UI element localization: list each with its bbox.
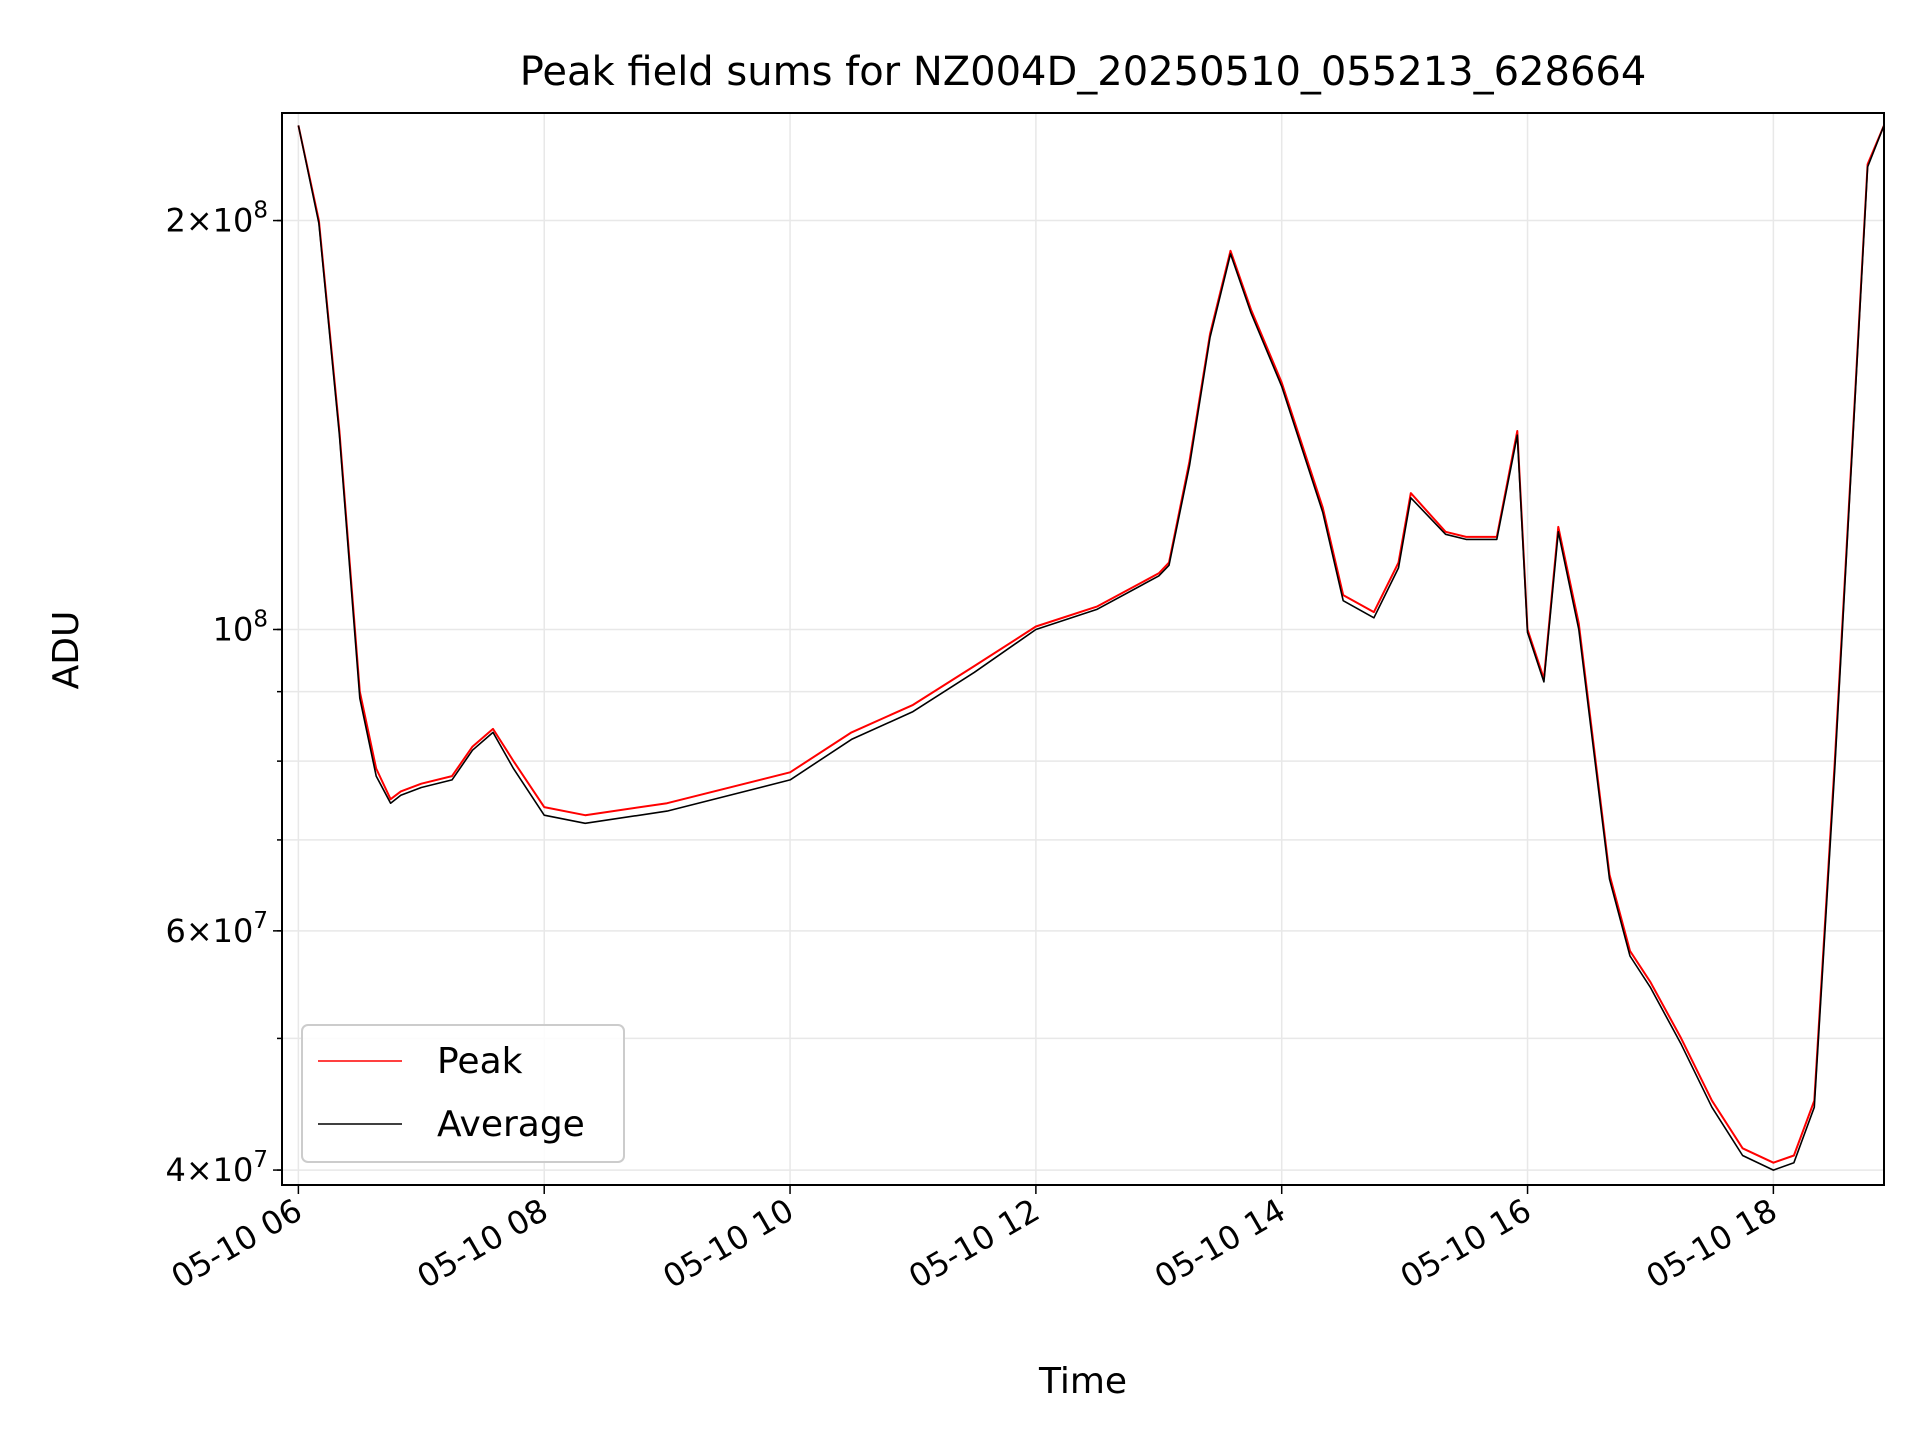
series-line-average (297, 125, 1884, 1171)
grid (282, 113, 1884, 1185)
y-tick-label: 4×107 (165, 1147, 268, 1189)
legend-label-average: Average (437, 1104, 585, 1145)
plot-lines (297, 125, 1884, 1171)
x-tick-label: 05-10 16 (1394, 1191, 1538, 1296)
x-tick-label: 05-10 12 (902, 1191, 1046, 1296)
x-axis: 05-10 06 05-10 08 05-10 10 05-10 12 05-10 14… (165, 1185, 1784, 1296)
y-axis: 4×107 6×107 108 2×108 (165, 198, 282, 1189)
x-axis-label: Time (1038, 1361, 1127, 1402)
y-tick-label: 6×107 (165, 908, 268, 950)
x-tick-label: 05-10 06 (165, 1191, 309, 1296)
x-tick-label: 05-10 18 (1640, 1191, 1784, 1296)
x-tick-label: 05-10 14 (1148, 1191, 1292, 1296)
y-tick-label: 108 (213, 606, 268, 648)
legend-label-peak: Peak (437, 1041, 523, 1082)
chart-title: Peak field sums for NZ004D_20250510_0552… (520, 49, 1647, 95)
y-tick-label: 2×108 (165, 198, 268, 240)
x-tick-label: 05-10 08 (411, 1191, 555, 1296)
plot-frame (281, 112, 1885, 1186)
legend: Peak Average (301, 1024, 625, 1163)
legend-box (301, 1024, 625, 1163)
y-axis-label: ADU (46, 611, 87, 690)
x-tick-label: 05-10 10 (656, 1191, 800, 1296)
series-line-peak (297, 125, 1884, 1164)
